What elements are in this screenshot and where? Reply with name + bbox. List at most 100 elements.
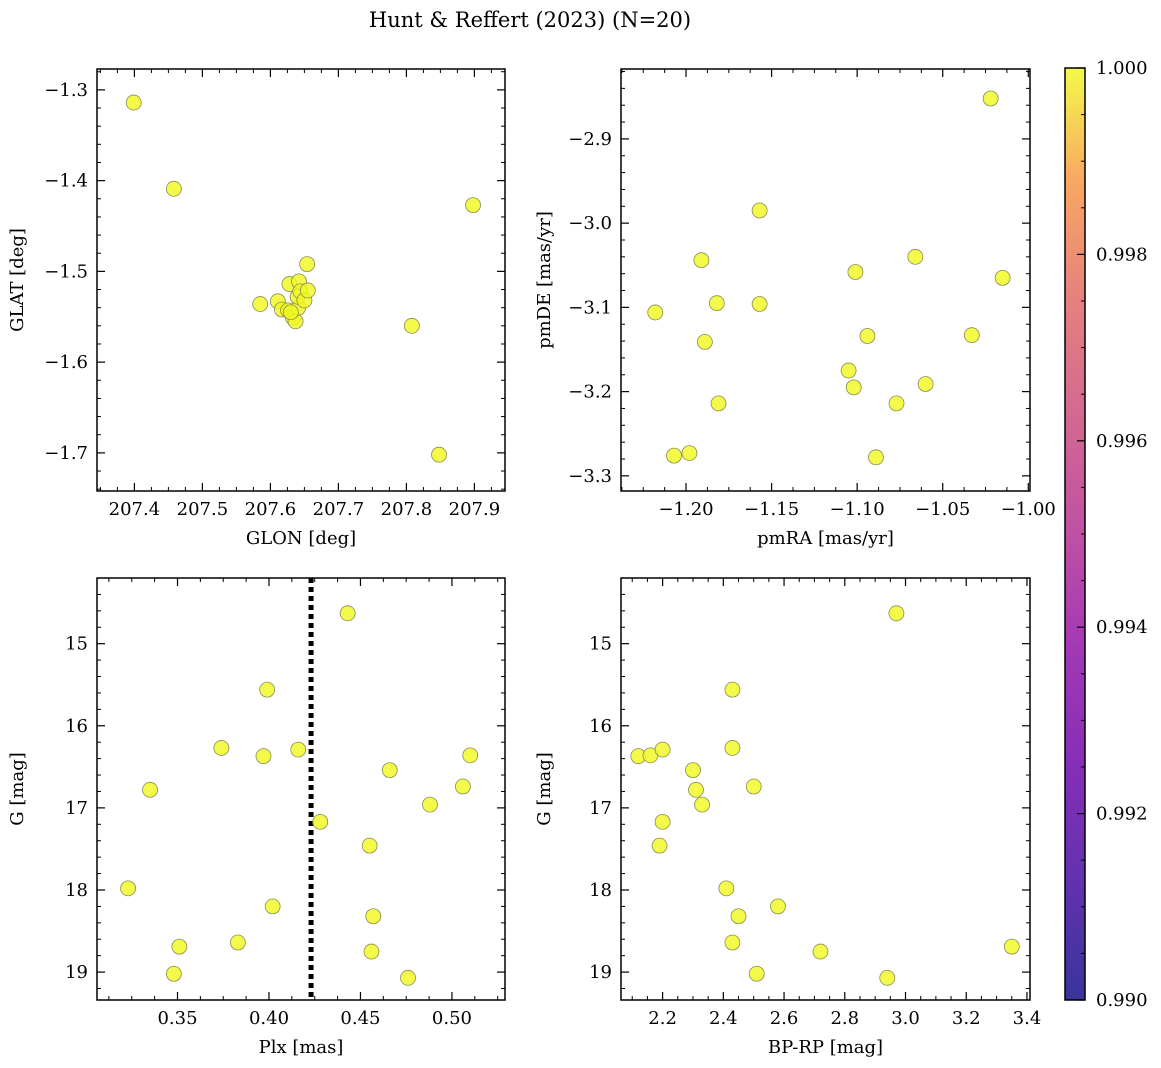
x-tick-label: 207.8 (381, 499, 433, 520)
data-point (282, 304, 299, 321)
data-point (748, 965, 765, 982)
data-point (264, 898, 281, 915)
data-point (255, 748, 272, 765)
x-tick-label: 3.4 (1013, 1008, 1042, 1029)
y-tick-label: −1.7 (44, 443, 88, 464)
data-point (290, 741, 307, 758)
y-tick-label: 16 (589, 716, 612, 737)
x-tick-label: 3.0 (891, 1008, 920, 1029)
data-point (724, 740, 741, 756)
y-tick-label: −3.2 (568, 382, 612, 403)
data-point (812, 943, 829, 960)
data-point (120, 880, 137, 897)
y-tick-label: 16 (65, 716, 88, 737)
scatter-panel-3: 0.35 0.40 0.45 0.50 15 16 17 18 19 Plx [mas] G [ma… (7, 577, 506, 1058)
data-point (455, 778, 471, 795)
data-point (868, 449, 884, 466)
colorbar-gradient (1065, 68, 1085, 1000)
data-point (666, 447, 682, 464)
y-tick-label: −3.3 (568, 466, 612, 487)
data-point (982, 90, 999, 107)
data-point (400, 969, 416, 986)
data-point (365, 908, 382, 925)
data-point (312, 813, 329, 830)
colorbar-tick-label: 0.990 (1096, 990, 1148, 1011)
data-point (840, 362, 857, 379)
y-tick-label: 15 (589, 634, 612, 655)
y-tick-label: −1.6 (44, 352, 88, 373)
colorbar-tick-label: 0.992 (1096, 804, 1148, 825)
data-point (696, 334, 713, 350)
data-point (718, 880, 735, 897)
colorbar-tick-label: 0.994 (1096, 617, 1148, 638)
data-point (381, 762, 398, 779)
data-point (724, 681, 741, 698)
x-tick-label: 207.7 (313, 499, 365, 520)
y-tick-label: −3.1 (568, 297, 612, 318)
x-tick-label: 2.6 (770, 1008, 799, 1029)
y-tick-label: 17 (589, 798, 612, 819)
x-tick-label: −1.20 (658, 499, 713, 520)
figure-title: Hunt & Reffert (2023) (N=20) (369, 8, 691, 32)
x-tick-label: 0.40 (249, 1008, 289, 1029)
colorbar: 0.990 0.992 0.994 0.996 0.998 1.000 (1064, 58, 1148, 1011)
axes-frame (620, 68, 1031, 492)
data-point (403, 317, 420, 334)
data-point (685, 762, 701, 779)
data-point (694, 796, 710, 813)
data-point (647, 304, 664, 321)
y-tick-label: −1.3 (44, 80, 88, 101)
y-tick-label: −3.0 (568, 213, 612, 234)
x-axis-label: BP-RP [mag] (768, 1037, 883, 1058)
y-tick-label: −2.9 (568, 129, 612, 150)
x-tick-label: 0.35 (157, 1008, 197, 1029)
data-point (845, 379, 862, 396)
data-point (213, 740, 230, 756)
data-point (422, 796, 438, 813)
data-point (125, 94, 142, 111)
x-axis-label: pmRA [mas/yr] (757, 528, 894, 549)
y-tick-label: −1.4 (44, 171, 88, 192)
x-tick-label: 207.9 (449, 499, 501, 520)
data-point (708, 295, 725, 312)
data-point (465, 197, 481, 214)
data-point (142, 781, 158, 798)
axes-frame (96, 68, 506, 492)
x-tick-label: −1.05 (915, 499, 970, 520)
data-point (693, 252, 710, 269)
data-point (994, 269, 1011, 286)
x-tick-label: 2.8 (830, 1008, 859, 1029)
y-tick-label: 19 (65, 962, 88, 983)
x-tick-label: −1.15 (744, 499, 799, 520)
x-tick-label: 207.5 (177, 499, 229, 520)
data-point (888, 605, 905, 622)
data-point (654, 813, 671, 830)
x-tick-label: 207.4 (109, 499, 161, 520)
data-point (259, 681, 276, 698)
data-point (730, 908, 747, 925)
data-point (165, 965, 182, 982)
x-tick-label: −1.10 (830, 499, 885, 520)
data-point (917, 376, 934, 392)
y-tick-label: 15 (65, 634, 88, 655)
x-tick-label: 3.2 (952, 1008, 981, 1029)
colorbar-tick-label: 0.996 (1096, 431, 1148, 452)
scatter-panel-4: 2.2 2.4 2.6 2.8 3.0 3.2 3.4 15 16 17 18 19 BP-RP [ma… (534, 577, 1042, 1058)
y-axis-label: pmDE [mas/yr] (534, 211, 555, 349)
data-point (165, 180, 182, 197)
data-point (888, 395, 905, 412)
data-point (745, 778, 762, 795)
data-point (751, 202, 768, 219)
data-point (651, 837, 668, 854)
data-point (363, 943, 380, 960)
y-tick-label: 18 (65, 880, 88, 901)
x-tick-label: 0.50 (432, 1008, 472, 1029)
y-tick-label: 18 (589, 880, 612, 901)
y-axis-label: GLAT [deg] (7, 228, 28, 332)
data-point (299, 256, 316, 273)
data-point (770, 898, 786, 915)
x-tick-label: 0.45 (340, 1008, 380, 1029)
x-axis-label: GLON [deg] (246, 528, 356, 549)
y-tick-label: 17 (65, 798, 88, 819)
